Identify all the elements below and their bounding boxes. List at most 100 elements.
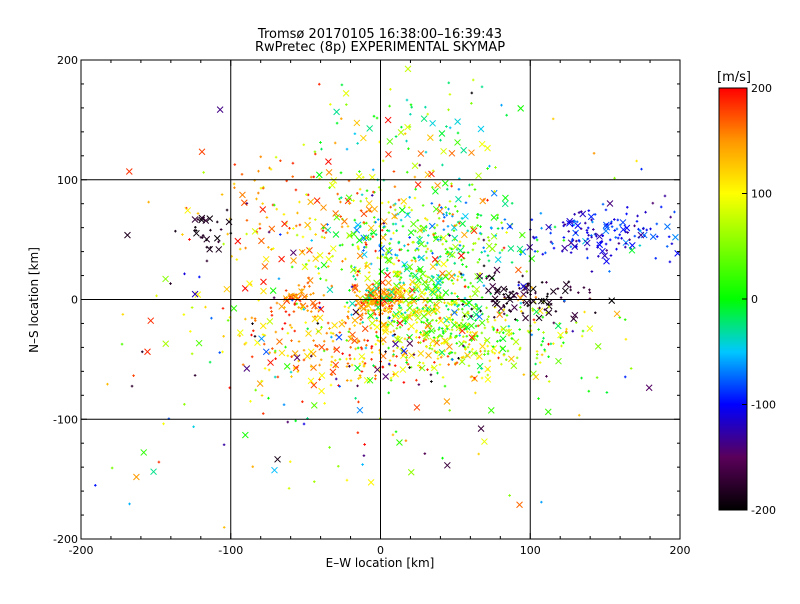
scatter-point xyxy=(509,310,512,313)
scatter-point-x xyxy=(528,255,536,262)
scatter-point xyxy=(370,194,374,197)
scatter-point-x xyxy=(373,279,380,287)
scatter-point xyxy=(376,336,380,339)
scatter-point xyxy=(448,302,451,306)
scatter-point xyxy=(357,377,360,380)
scatter-point xyxy=(504,318,507,322)
scatter-point xyxy=(508,494,511,497)
scatter-point xyxy=(385,253,388,256)
scatter-point xyxy=(445,187,449,191)
scatter-point xyxy=(552,246,556,250)
scatter-point xyxy=(356,273,359,277)
scatter-point-x xyxy=(144,348,151,356)
scatter-point-x xyxy=(423,283,430,291)
scatter-point xyxy=(458,270,461,274)
scatter-point-x xyxy=(147,317,155,325)
scatter-point xyxy=(419,295,423,298)
scatter-point-x xyxy=(579,210,587,218)
scatter-point xyxy=(508,225,512,229)
scatter-point xyxy=(348,364,351,368)
scatter-point xyxy=(272,296,276,300)
scatter-point xyxy=(147,200,150,204)
scatter-point xyxy=(535,356,539,360)
scatter-point xyxy=(560,344,563,348)
scatter-point-x xyxy=(364,275,371,282)
scatter-point xyxy=(518,346,522,350)
scatter-point xyxy=(445,125,448,128)
scatter-point-x xyxy=(479,343,486,350)
scatter-point-x xyxy=(430,364,438,372)
scatter-point xyxy=(540,343,543,347)
scatter-point xyxy=(446,308,450,311)
scatter-point xyxy=(233,163,237,166)
scatter-point-x xyxy=(476,353,483,360)
scatter-point xyxy=(210,316,213,320)
scatter-point xyxy=(432,344,436,348)
scatter-point xyxy=(275,301,279,305)
scatter-point xyxy=(381,159,385,163)
scatter-point xyxy=(388,316,391,320)
scatter-point xyxy=(94,484,97,487)
scatter-point-x xyxy=(425,320,433,327)
scatter-point xyxy=(451,358,454,361)
scatter-point-x xyxy=(266,318,274,325)
scatter-point xyxy=(438,296,442,299)
scatter-point-x xyxy=(230,305,238,312)
scatter-point-x xyxy=(397,129,405,136)
scatter-point xyxy=(429,249,433,253)
scatter-point-x xyxy=(310,381,318,389)
scatter-point-x xyxy=(497,305,505,312)
scatter-point-x xyxy=(361,325,369,333)
scatter-point xyxy=(393,364,397,367)
scatter-point xyxy=(226,319,230,322)
scatter-point xyxy=(359,346,363,349)
scatter-point xyxy=(424,105,427,109)
scatter-point-x xyxy=(400,197,408,205)
scatter-point-x xyxy=(532,373,540,381)
scatter-point xyxy=(549,240,553,244)
scatter-point xyxy=(477,371,481,374)
scatter-point-x xyxy=(420,312,428,320)
scatter-point-x xyxy=(602,227,610,235)
scatter-point xyxy=(348,353,352,357)
scatter-point xyxy=(480,367,483,370)
scatter-point-x xyxy=(490,232,498,240)
scatter-point xyxy=(483,250,487,253)
scatter-point xyxy=(457,307,460,311)
scatter-point xyxy=(605,249,609,252)
scatter-point xyxy=(500,328,504,331)
scatter-point xyxy=(530,286,534,290)
scatter-point xyxy=(456,295,459,298)
scatter-point xyxy=(446,258,449,262)
scatter-point xyxy=(222,443,226,447)
scatter-point xyxy=(510,261,514,264)
scatter-point-x xyxy=(271,466,278,474)
scatter-point-x xyxy=(378,245,385,252)
scatter-point-x xyxy=(234,237,242,245)
scatter-point-x xyxy=(562,281,570,288)
scatter-point xyxy=(319,277,322,281)
scatter-point xyxy=(253,335,257,338)
scatter-point xyxy=(435,263,439,267)
scatter-point xyxy=(317,267,320,270)
scatter-point xyxy=(447,81,451,85)
scatter-point xyxy=(259,155,263,159)
scatter-point xyxy=(406,362,410,366)
scatter-point xyxy=(488,164,491,168)
scatter-point-x xyxy=(455,195,462,203)
scatter-point xyxy=(585,231,589,234)
scatter-point-x xyxy=(320,223,328,230)
scatter-point xyxy=(493,190,496,193)
scatter-point xyxy=(345,365,349,368)
scatter-point xyxy=(399,248,403,251)
scatter-point xyxy=(471,78,475,82)
scatter-point xyxy=(355,294,358,297)
scatter-point-x xyxy=(386,257,394,265)
scatter-point xyxy=(309,354,313,358)
scatter-point-x xyxy=(499,345,507,353)
scatter-point xyxy=(551,242,554,245)
scatter-point xyxy=(393,333,397,336)
scatter-point xyxy=(489,226,493,229)
scatter-point xyxy=(205,238,208,242)
scatter-point-x xyxy=(325,255,333,263)
